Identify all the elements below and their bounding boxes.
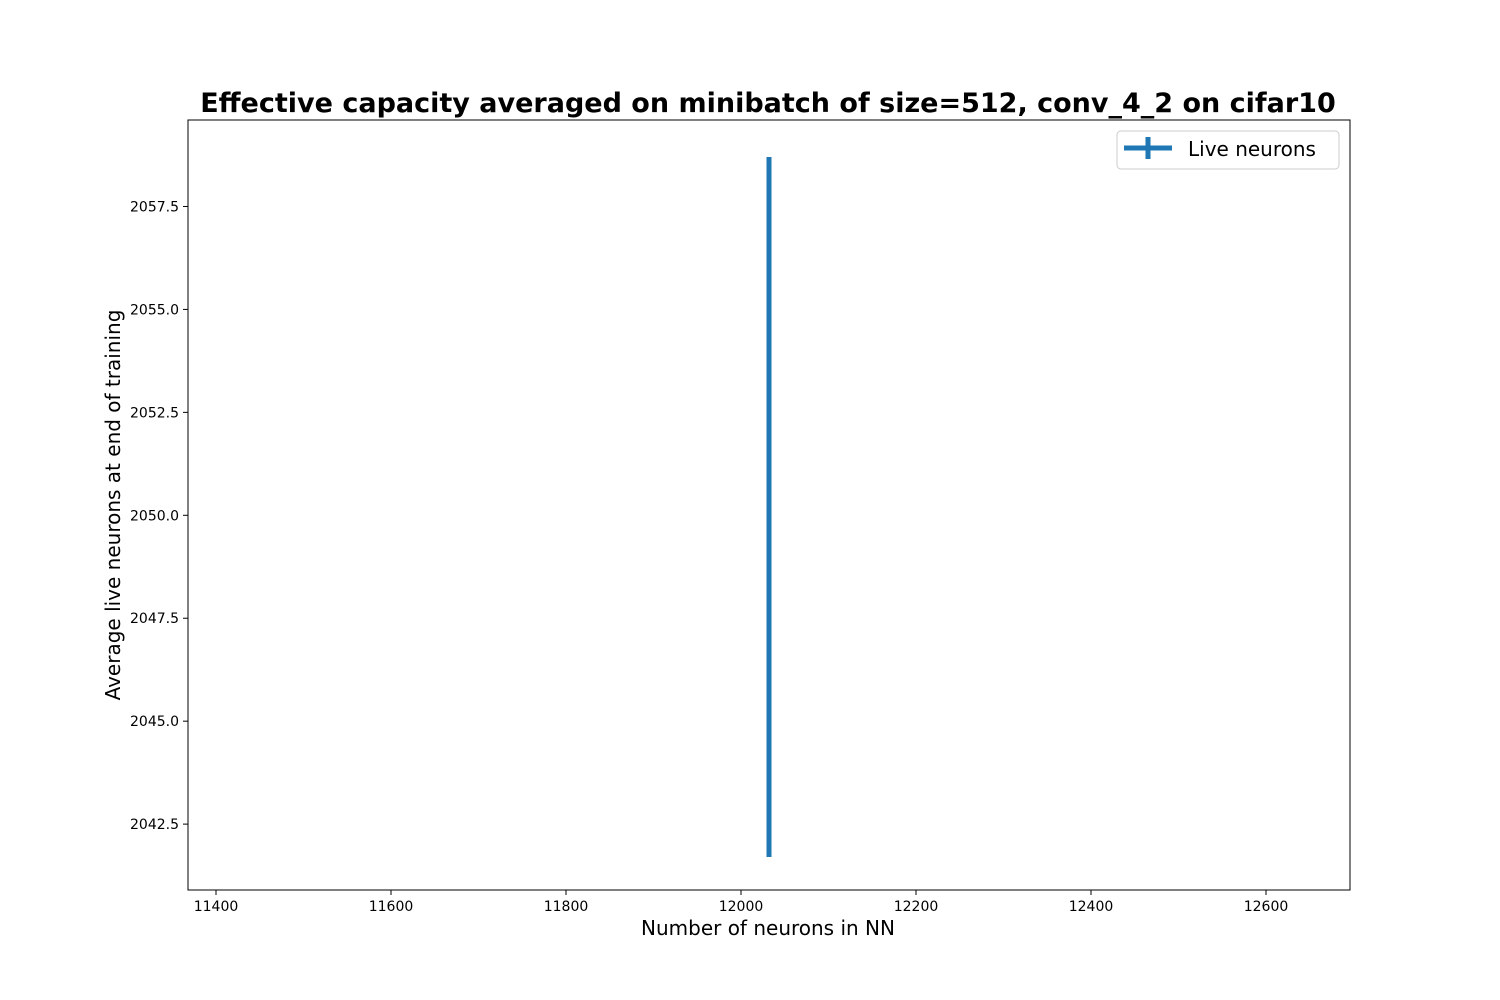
x-tick-label: 11800 [544, 899, 589, 915]
y-tick-label: 2045.0 [130, 714, 179, 730]
y-tick-label: 2050.0 [130, 508, 179, 524]
legend-entry-live-neurons: Live neurons [1188, 137, 1316, 161]
plot-area [187, 119, 1351, 891]
x-axis-ticks: 11400 11600 11800 12000 12200 12400 12600 [194, 890, 1289, 915]
y-tick-label: 2052.5 [130, 405, 179, 421]
legend-frame [1116, 130, 1340, 170]
chart-title: Effective capacity averaged on minibatch… [200, 88, 1336, 119]
x-tick-label: 12600 [1244, 899, 1289, 915]
y-tick-label: 2055.0 [130, 302, 179, 318]
y-axis-label: Average live neurons at end of training [101, 310, 125, 701]
x-tick-label: 12200 [894, 899, 939, 915]
x-tick-label: 12000 [719, 899, 764, 915]
y-axis-ticks: 2042.5 2045.0 2047.5 2050.0 2052.5 2055.0 2057… [130, 199, 188, 833]
y-tick-label: 2057.5 [130, 199, 179, 215]
x-tick-label: 12400 [1069, 899, 1114, 915]
legend: Live neurons [1116, 130, 1340, 170]
y-tick-label: 2042.5 [130, 817, 179, 833]
y-tick-label: 2047.5 [130, 611, 179, 627]
x-tick-label: 11400 [194, 899, 239, 915]
x-tick-label: 11600 [369, 899, 414, 915]
x-axis-label: Number of neurons in NN [641, 916, 895, 940]
